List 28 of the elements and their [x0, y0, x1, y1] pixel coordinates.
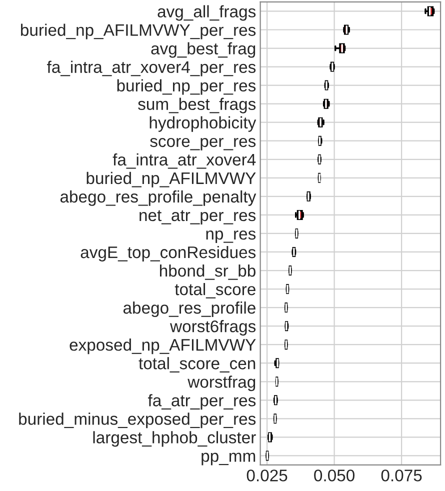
y-tick-label: buried_minus_exposed_per_res — [19, 412, 256, 428]
y-tick-label: sum_best_frags — [138, 98, 256, 114]
y-tick-label: abego_res_profile — [123, 302, 256, 318]
x-tick-label: 0.075 — [381, 470, 422, 482]
y-tick-label: avgE_top_conResidues — [80, 246, 256, 262]
y-tick-label: fa_intra_atr_xover4_per_res — [47, 60, 256, 76]
y-tick-label: fa_atr_per_res — [148, 394, 256, 410]
y-tick-label: net_atr_per_res — [140, 210, 256, 224]
y-tick-label: worst6frags — [170, 320, 256, 336]
y-tick-label: total_score — [174, 282, 256, 298]
y-tick-label: largest_hphob_cluster — [93, 431, 256, 447]
y-tick-label: exposed_np_AFILMVWY — [70, 338, 256, 354]
y-tick-label: fa_intra_atr_xover4 — [112, 153, 256, 169]
y-tick-label: hbond_sr_bb — [160, 264, 256, 280]
y-tick-label: total_score_cen — [138, 357, 256, 372]
y-tick-label: buried_np_AFILMVWY — [86, 172, 256, 188]
y-tick-label: np_res — [206, 230, 256, 243]
y-tick-label: avg_all_frags — [158, 5, 256, 21]
x-tick-label: 0.050 — [314, 470, 354, 482]
y-tick-label: abego_res_profile_penalty — [60, 190, 256, 206]
y-tick-label: buried_np_AFILMVWY_per_res — [21, 24, 256, 40]
y-tick-label: avg_best_frag — [151, 42, 256, 58]
y-tick-label: score_per_res — [150, 138, 256, 150]
x-tick-label: 0.025 — [246, 470, 288, 482]
y-tick-label: buried_np_per_res — [117, 79, 256, 95]
y-tick-label: pp_mm — [202, 452, 256, 466]
y-tick-label: worstfrag — [188, 376, 256, 392]
y-tick-label: hydrophobicity — [150, 116, 256, 132]
